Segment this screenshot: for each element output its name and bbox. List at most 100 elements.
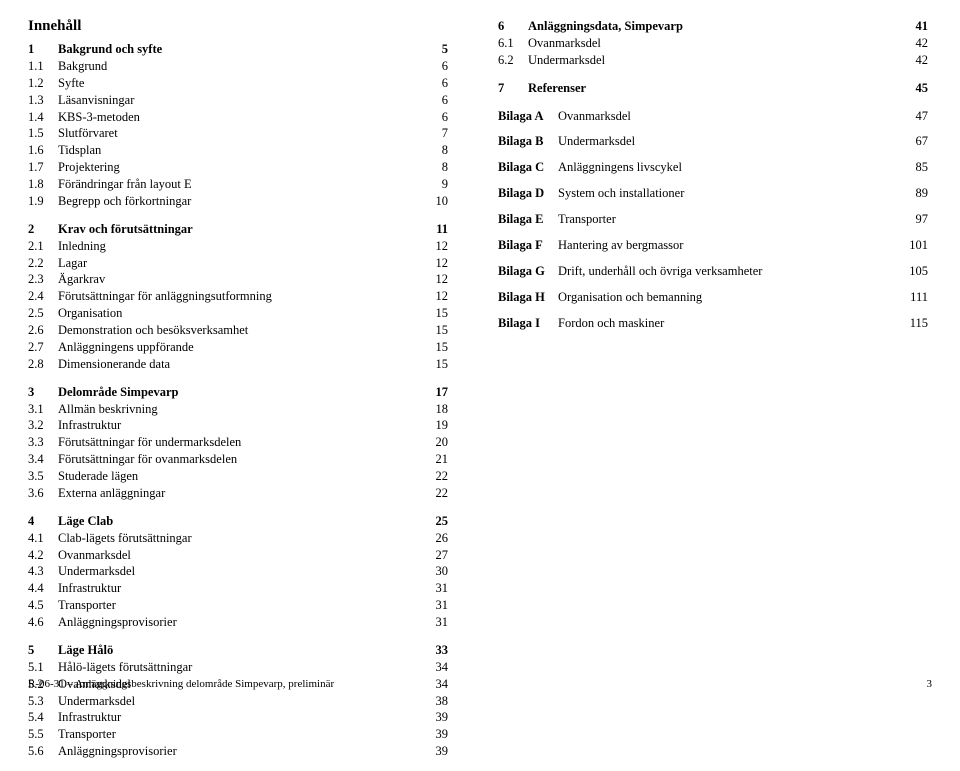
toc-entry-page: 9 [414,176,448,193]
toc-row: 3.6Externa anläggningar22 [28,485,448,502]
bilaga-row: Bilaga IFordon och maskiner115 [498,315,928,332]
toc-row: 6Anläggningsdata, Simpevarp41 [498,18,928,35]
toc-entry-number: 2.1 [28,238,58,255]
toc-entry-label: Transporter [58,726,414,743]
toc-entry-number: 5 [28,642,58,659]
bilaga-row: Bilaga BUndermarksdel67 [498,133,928,150]
toc-entry-page: 6 [414,92,448,109]
toc-row: 3Delområde Simpevarp17 [28,384,448,401]
toc-row: 1.1Bakgrund6 [28,58,448,75]
toc-entry-number: 6.2 [498,52,528,69]
bilaga-key: Bilaga E [498,211,558,228]
bilaga-label: Hantering av bergmassor [558,237,894,254]
toc-entry-number: 2.7 [28,339,58,356]
toc-row: 2Krav och förutsättningar11 [28,221,448,238]
toc-entry-number: 2.4 [28,288,58,305]
toc-row: 5.3Undermarksdel38 [28,693,448,710]
toc-entry-number: 5.1 [28,659,58,676]
toc-entry-label: KBS-3-metoden [58,109,414,126]
toc-entry-label: Anläggningsprovisorier [58,614,414,631]
bilaga-key: Bilaga B [498,133,558,150]
toc-row: 2.8Dimensionerande data15 [28,356,448,373]
toc-entry-number: 5.6 [28,743,58,760]
toc-entry-page: 45 [894,80,928,97]
toc-entry-number: 7 [498,80,528,97]
toc-row: 1.5Slutförvaret7 [28,125,448,142]
toc-entry-label: Studerade lägen [58,468,414,485]
toc-row: 2.5Organisation15 [28,305,448,322]
bilaga-page: 105 [894,263,928,280]
toc-entry-page: 8 [414,142,448,159]
bilaga-page: 97 [894,211,928,228]
toc-entry-label: Hålö-lägets förutsättningar [58,659,414,676]
toc-entry-label: Infrastruktur [58,417,414,434]
toc-entry-label: Anläggningsdata, Simpevarp [528,18,894,35]
toc-entry-label: Undermarksdel [58,693,414,710]
bilaga-row: Bilaga ETransporter97 [498,211,928,228]
toc-entry-number: 5.4 [28,709,58,726]
toc-row: 6.1Ovanmarksdel42 [498,35,928,52]
toc-entry-page: 31 [414,580,448,597]
bilaga-page: 115 [894,315,928,332]
toc-entry-number: 2.6 [28,322,58,339]
toc-entry-page: 34 [414,659,448,676]
toc-entry-page: 42 [894,52,928,69]
toc-row: 2.3Ägarkrav12 [28,271,448,288]
toc-entry-number: 1.8 [28,176,58,193]
toc-entry-label: Anläggningsprovisorier [58,743,414,760]
toc-title: Innehåll [28,18,448,35]
bilaga-page: 85 [894,159,928,176]
toc-entry-number: 5.5 [28,726,58,743]
page-footer: R-06-31 – Anläggningsbeskrivning delområ… [28,678,932,690]
toc-entry-page: 17 [414,384,448,401]
toc-entry-number: 4.4 [28,580,58,597]
toc-entry-label: Ovanmarksdel [528,35,894,52]
toc-entry-page: 20 [414,434,448,451]
toc-entry-number: 3.6 [28,485,58,502]
toc-entry-page: 39 [414,726,448,743]
toc-entry-label: Infrastruktur [58,709,414,726]
toc-entry-label: Förutsättningar för undermarksdelen [58,434,414,451]
toc-columns: Innehåll 1Bakgrund och syfte51.1Bakgrund… [28,18,932,771]
toc-entry-label: Krav och förutsättningar [58,221,414,238]
toc-entry-page: 30 [414,563,448,580]
bilaga-key: Bilaga D [498,185,558,202]
toc-entry-label: Lagar [58,255,414,272]
toc-entry-label: Externa anläggningar [58,485,414,502]
toc-row: 5.5Transporter39 [28,726,448,743]
toc-entry-page: 18 [414,401,448,418]
toc-entry-number: 3.5 [28,468,58,485]
toc-entry-label: Inledning [58,238,414,255]
toc-left-column: Innehåll 1Bakgrund och syfte51.1Bakgrund… [28,18,448,771]
toc-entry-label: Organisation [58,305,414,322]
bilaga-label: Undermarksdel [558,133,894,150]
toc-row: 1.7Projektering8 [28,159,448,176]
bilaga-row: Bilaga AOvanmarksdel47 [498,108,928,125]
bilaga-label: Organisation och bemanning [558,289,894,306]
bilaga-label: System och installationer [558,185,894,202]
bilaga-label: Fordon och maskiner [558,315,894,332]
toc-entry-label: Slutförvaret [58,125,414,142]
toc-entry-number: 2 [28,221,58,238]
toc-entry-number: 4.5 [28,597,58,614]
toc-entry-page: 41 [894,18,928,35]
toc-entry-page: 6 [414,109,448,126]
bilaga-label: Drift, underhåll och övriga verksamheter [558,263,894,280]
toc-entry-page: 15 [414,356,448,373]
toc-entry-page: 27 [414,547,448,564]
toc-row: 3.5Studerade lägen22 [28,468,448,485]
toc-entry-page: 12 [414,271,448,288]
toc-entry-label: Undermarksdel [58,563,414,580]
toc-entry-page: 39 [414,743,448,760]
toc-row: 3.3Förutsättningar för undermarksdelen20 [28,434,448,451]
toc-row: 4.6Anläggningsprovisorier31 [28,614,448,631]
toc-entry-label: Bakgrund och syfte [58,41,414,58]
toc-entry-page: 21 [414,451,448,468]
toc-entry-page: 26 [414,530,448,547]
toc-row: 1.4KBS-3-metoden6 [28,109,448,126]
toc-row: 4.1Clab-lägets förutsättningar26 [28,530,448,547]
bilaga-row: Bilaga DSystem och installationer89 [498,185,928,202]
bilaga-row: Bilaga GDrift, underhåll och övriga verk… [498,263,928,280]
toc-entry-number: 2.5 [28,305,58,322]
toc-entry-page: 6 [414,58,448,75]
